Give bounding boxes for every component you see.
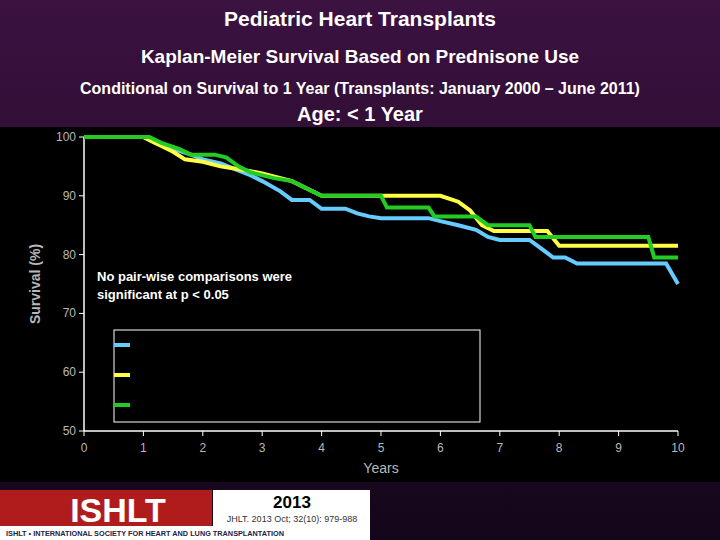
x-tick-label: 2	[199, 441, 206, 455]
x-tick	[262, 431, 263, 436]
y-tick-label: 90	[63, 189, 77, 203]
survival-line	[84, 137, 678, 284]
x-tick-label: 5	[378, 441, 385, 455]
background	[0, 0, 720, 540]
x-tick-label: 3	[259, 441, 266, 455]
x-tick-label: 7	[496, 441, 503, 455]
series-group	[84, 137, 678, 284]
legend-swatch	[114, 403, 130, 407]
x-tick	[321, 431, 322, 436]
survival-line	[84, 137, 678, 246]
y-tick	[79, 254, 84, 255]
annotation: No pair-wise comparisons were	[97, 269, 292, 284]
x-tick	[559, 431, 560, 436]
citation: JHLT. 2013 Oct; 32(10): 979-988	[227, 514, 357, 524]
y-tick	[79, 137, 84, 138]
logo: ISHLT	[70, 491, 166, 529]
x-tick	[499, 431, 500, 436]
y-tick-label: 100	[56, 130, 76, 144]
y-tick	[79, 195, 84, 196]
year: 2013	[273, 493, 311, 512]
society-band	[0, 526, 370, 540]
legend	[114, 330, 480, 422]
y-tick-label: 50	[63, 424, 77, 438]
legend-box	[114, 330, 480, 422]
x-tick-label: 9	[615, 441, 622, 455]
legend-swatch	[114, 343, 130, 347]
x-axis-label: Years	[363, 460, 398, 476]
x-tick	[678, 431, 679, 436]
y-tick-label: 60	[63, 365, 77, 379]
annotation: significant at p < 0.05	[97, 287, 229, 302]
y-tick	[79, 313, 84, 314]
x-tick-label: 1	[140, 441, 147, 455]
x-tick-label: 8	[556, 441, 563, 455]
chart: Pediatric Heart Transplants Kaplan-Meier …	[0, 0, 720, 540]
x-tick	[202, 431, 203, 436]
x-tick	[440, 431, 441, 436]
x-tick-label: 0	[81, 441, 88, 455]
title: Pediatric Heart Transplants	[224, 7, 496, 30]
y-axis-label: Survival (%)	[27, 244, 43, 324]
survival-line	[84, 137, 678, 258]
x-tick	[381, 431, 382, 436]
subtitle: Kaplan-Meier Survival Based on Prednison…	[141, 46, 579, 67]
y-tick-label: 80	[63, 248, 77, 262]
x-tick-label: 10	[671, 441, 685, 455]
legend-swatch	[114, 373, 130, 377]
y-tick-label: 70	[63, 306, 77, 320]
x-tick	[618, 431, 619, 436]
plot-panel	[0, 127, 720, 482]
y-tick	[79, 431, 84, 432]
society-name: ISHLT • INTERNATIONAL SOCIETY FOR HEART …	[6, 529, 284, 538]
subtitle: Conditional on Survival to 1 Year (Trans…	[80, 80, 640, 97]
y-tick	[79, 372, 84, 373]
subtitle: Age: < 1 Year	[297, 103, 423, 125]
x-tick	[143, 431, 144, 436]
x-tick	[84, 431, 85, 436]
citation-box	[213, 490, 370, 526]
x-tick-label: 4	[318, 441, 325, 455]
y-axis	[83, 137, 85, 431]
x-tick-label: 6	[437, 441, 444, 455]
